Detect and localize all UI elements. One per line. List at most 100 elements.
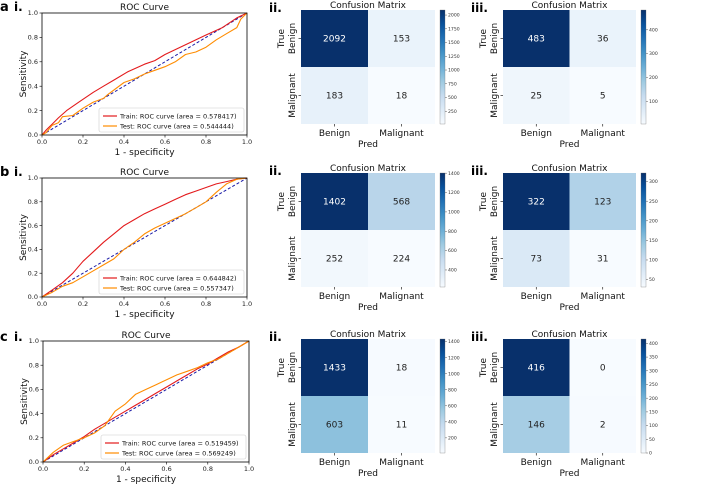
chance-diagonal-line — [41, 177, 248, 298]
colorbar-tick-label: 400 — [649, 341, 658, 347]
chart-title: ROC Curve — [120, 3, 169, 13]
colorbar-tick-label: 2000 — [448, 13, 460, 19]
x-tick-label: 0.0 — [38, 465, 48, 473]
x-tick-label: 0.4 — [119, 138, 129, 146]
chart-title: Confusion Matrix — [532, 1, 609, 11]
test-roc-line — [41, 177, 248, 298]
y-axis-label: Sensitivity — [19, 50, 29, 98]
colorbar-tick-label: 150 — [649, 409, 658, 415]
y-tick-label: Malignant — [288, 236, 298, 281]
y-tick-label: Benign — [288, 352, 298, 383]
chart-title: ROC Curve — [121, 331, 170, 341]
chart-title: Confusion Matrix — [330, 164, 407, 174]
roc-panel-b: b i. ROC Curve 0.00.0 0.2 0.2 0.4 0.4 0.6 0.6 0.8 0… — [0, 165, 252, 320]
y-axis-label: True — [277, 357, 287, 378]
colorbar-tick-label: 100 — [649, 258, 658, 264]
y-tick-label: 1.0 — [29, 337, 39, 345]
matrix-cell — [503, 10, 570, 67]
x-tick-label: 0.8 — [201, 300, 211, 308]
y-tick-label: 1.0 — [28, 9, 38, 17]
cell-value: 2 — [600, 421, 606, 431]
x-tick-label: Benign — [521, 129, 552, 139]
x-tick-label: 0.8 — [203, 465, 213, 473]
y-axis-label: True — [277, 191, 287, 212]
y-axis-label: Sensitivity — [20, 377, 30, 425]
matrix-cell — [368, 396, 435, 453]
colorbar-tick-label: 1400 — [448, 339, 460, 345]
panel-label: iii. — [471, 164, 488, 178]
colorbar-tick-label: 800 — [448, 387, 457, 393]
legend-box — [98, 269, 245, 295]
plot-frame — [41, 177, 248, 298]
legend-label: Test: ROC curve (area = 0.569249) — [121, 449, 236, 457]
colorbar-tick-label: 1750 — [448, 26, 460, 32]
x-tick-label: 1.0 — [242, 300, 252, 308]
panel-label: i. — [14, 330, 23, 344]
x-tick-label: Malignant — [379, 292, 424, 302]
x-tick-label: 1.0 — [242, 138, 252, 146]
x-axis-label: Pred — [559, 469, 579, 479]
colorbar-tick-label: 200 — [649, 396, 658, 402]
colorbar-tick-label: 200 — [649, 75, 658, 81]
colorbar-tick-label: 250 — [448, 109, 457, 115]
y-tick-label: Benign — [490, 186, 500, 217]
colorbar-tick-label: 400 — [448, 419, 457, 425]
legend-label: Train: ROC curve (area = 0.644842) — [119, 274, 237, 282]
colorbar-tick-label: 1000 — [448, 371, 460, 377]
matrix-cell — [503, 230, 570, 287]
colorbar-tick-label: 1500 — [448, 40, 460, 46]
colorbar-tick-label: 300 — [649, 368, 658, 374]
confusion-matrix-b-ii: ii. Confusion Matrix 1402 568 252 224 Benign Ma… — [269, 164, 460, 313]
x-tick-label: Benign — [521, 292, 552, 302]
colorbar — [640, 172, 647, 288]
colorbar-tick-label: 500 — [448, 95, 457, 101]
row-label: a — [0, 0, 9, 15]
colorbar-tick-label: 250 — [649, 382, 658, 388]
colorbar-tick-label: 400 — [448, 268, 457, 274]
matrix-cell — [569, 67, 636, 124]
x-tick-label: Malignant — [581, 292, 626, 302]
x-tick-label: 1.0 — [244, 465, 254, 473]
cell-value: 123 — [594, 198, 611, 208]
y-tick-label: 0.2 — [28, 107, 38, 115]
matrix-cell — [503, 173, 570, 230]
x-tick-label: 0.2 — [78, 138, 88, 146]
matrix-cell — [569, 339, 636, 396]
confusion-matrix-c-ii: ii. Confusion Matrix 1433 18 603 11 Benign Mali… — [269, 330, 460, 479]
cell-value: 603 — [326, 421, 343, 431]
x-tick-label: 0.6 — [160, 138, 170, 146]
plot-frame — [41, 12, 248, 136]
matrix-cell — [569, 230, 636, 287]
panel-label: iii. — [471, 330, 488, 344]
y-tick-label: Benign — [288, 186, 298, 217]
cell-value: 153 — [393, 35, 410, 45]
x-tick-label: 0.2 — [79, 465, 89, 473]
colorbar-tick-label: 600 — [448, 403, 457, 409]
y-tick-label: Malignant — [490, 402, 500, 447]
colorbar-tick-label: 50 — [649, 277, 655, 283]
y-tick-label: 0.8 — [28, 198, 38, 206]
legend-box — [98, 107, 245, 133]
y-axis-label: True — [479, 357, 489, 378]
cell-value: 5 — [600, 92, 606, 102]
cell-value: 252 — [326, 255, 343, 265]
y-tick-label: 0.6 — [28, 222, 38, 230]
row-label: b — [0, 165, 9, 180]
colorbar-tick-label: 1200 — [448, 355, 460, 361]
matrix-cell — [569, 396, 636, 453]
test-roc-line — [42, 340, 250, 463]
matrix-cell — [368, 10, 435, 67]
train-roc-line — [41, 177, 248, 298]
matrix-cell — [368, 173, 435, 230]
cell-value: 322 — [528, 198, 545, 208]
y-tick-label: 0.8 — [29, 361, 39, 369]
y-axis-label: True — [277, 28, 287, 49]
colorbar-tick-label: 200 — [448, 435, 457, 441]
matrix-cell — [503, 339, 570, 396]
y-tick-label: 0.0 — [28, 293, 38, 301]
colorbar-tick-label: 0 — [649, 451, 652, 457]
matrix-cell — [503, 396, 570, 453]
colorbar-tick-label: 1200 — [448, 190, 460, 196]
legend-box — [100, 434, 247, 460]
matrix-cell — [301, 67, 368, 124]
